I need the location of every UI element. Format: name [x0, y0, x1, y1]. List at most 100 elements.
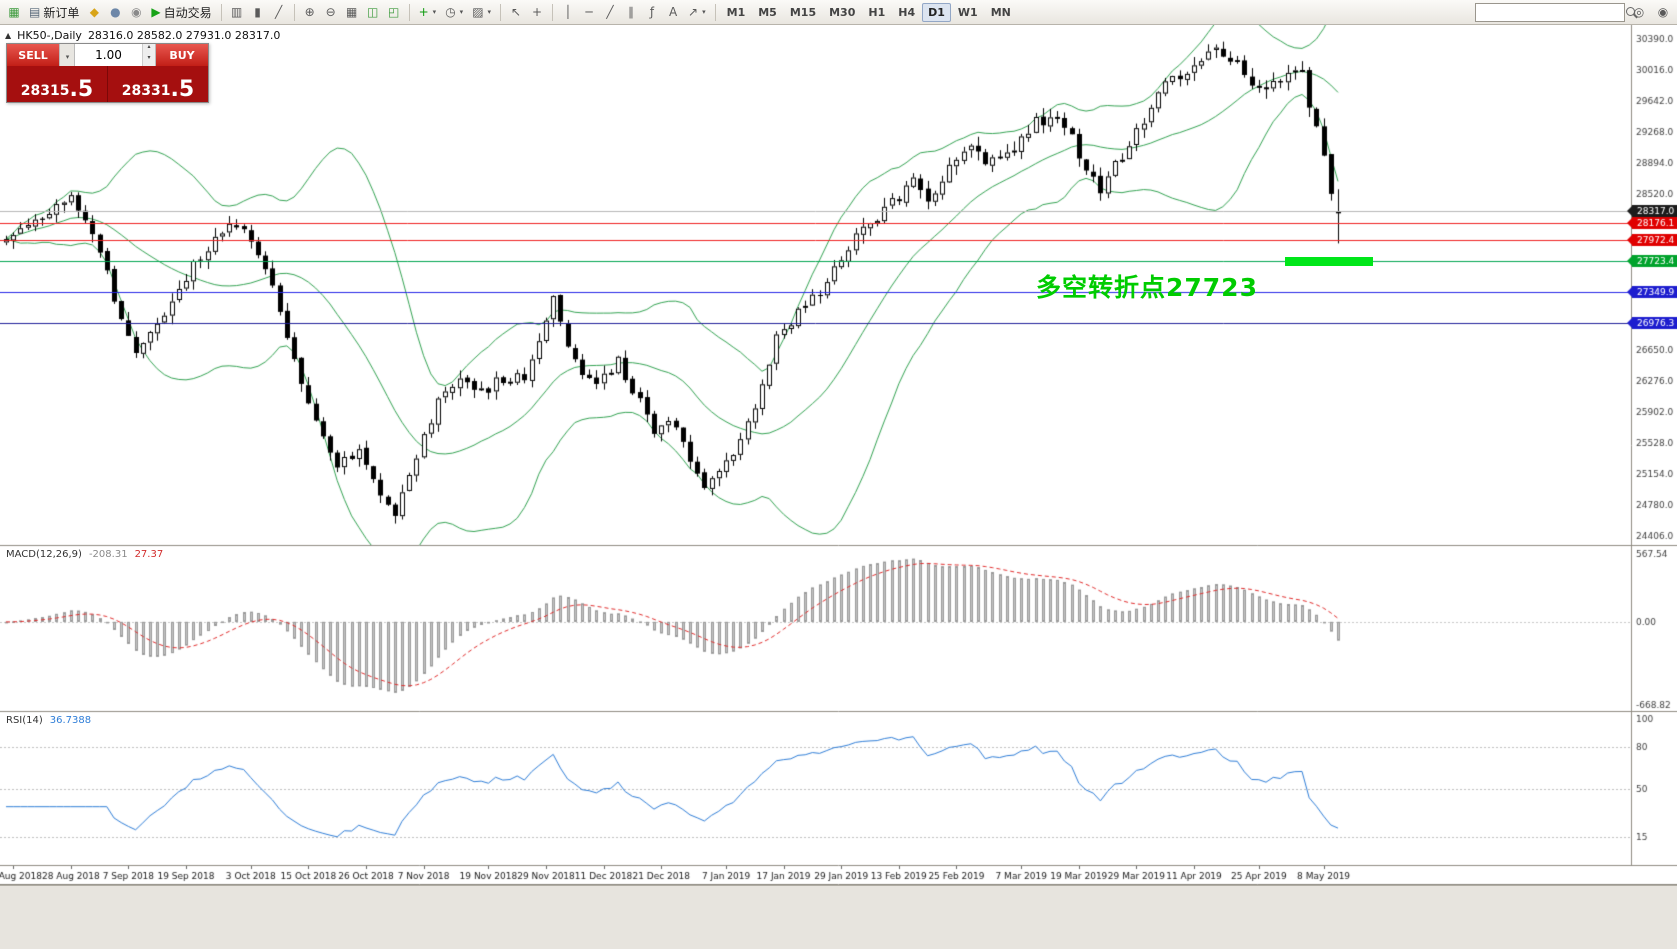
sell-price[interactable]: 28315.5 — [7, 66, 108, 102]
new-chart-button[interactable]: ▦ — [4, 2, 24, 23]
text-label-button[interactable]: A — [663, 2, 683, 23]
pivot-annotation-text[interactable]: 多空转折点27723 — [1036, 272, 1258, 302]
periods-button[interactable]: ◷ ▾ — [441, 2, 467, 23]
line-chart-icon: ╱ — [274, 5, 283, 19]
community-circle-icon: ◎ — [1633, 5, 1645, 19]
macd-value: -208.31 — [88, 549, 128, 560]
sell-price-fraction: .5 — [69, 77, 94, 102]
chevron-down-icon: ▾ — [432, 8, 437, 16]
metaquotes-icon: ◆ — [89, 5, 99, 19]
community-icon: ● — [110, 5, 121, 19]
templates-icon: ▨ — [472, 5, 484, 19]
auto-trading-icon: ▶ — [151, 5, 161, 19]
arrange-windows-button[interactable]: ◫ — [363, 2, 383, 23]
new-order-button-label: 新订单 — [43, 5, 80, 20]
align-charts-icon: ◰ — [387, 5, 400, 19]
help-button[interactable]: ◉ — [1653, 2, 1673, 23]
toolbar: ▦ ▤ 新订单 ◆ ● ◉ ▶ 自动交易 ▥ ▮ ╱ ⊕ ⊖ ▦ ◫ ◰ + ▾ ◷ ▾ ▨ ▾ ↖ + │ ─ ╱ ∥ ƒ A ↗ ▾ M1 M… — [0, 0, 1677, 25]
bar-chart-icon: ▥ — [230, 5, 243, 19]
rsi-label: RSI(14) 36.7388 — [6, 715, 91, 726]
trendline-icon: ╱ — [606, 5, 614, 19]
cursor-icon: ↖ — [511, 5, 522, 19]
candlestick-chart-button[interactable]: ▮ — [248, 2, 268, 23]
one-click-controls: SELL ▾ ▴ ▾ BUY — [7, 44, 208, 66]
vertical-line-button[interactable]: │ — [558, 2, 578, 23]
bar-chart-button[interactable]: ▥ — [227, 2, 247, 23]
fibonacci-icon: ƒ — [649, 5, 655, 19]
templates-button[interactable]: ▨ ▾ — [468, 2, 495, 23]
price-chart-canvas[interactable] — [0, 25, 1677, 885]
rsi-value: 36.7388 — [49, 715, 92, 726]
pivot-highlight-bar[interactable] — [1285, 256, 1373, 266]
sell-button[interactable]: SELL — [7, 44, 59, 66]
timeframe-w1[interactable]: W1 — [952, 3, 984, 22]
community-search-button[interactable]: ◎ — [1629, 2, 1649, 23]
timeframe-m1[interactable]: M1 — [721, 3, 752, 22]
toolbar-separator — [220, 3, 222, 21]
macd-label: MACD(12,26,9) -208.31 27.37 — [6, 549, 163, 560]
collapse-panel-icon[interactable]: ▲ — [5, 31, 12, 40]
order-type-dropdown[interactable]: ▾ — [59, 44, 74, 66]
timeframe-mn[interactable]: MN — [985, 3, 1017, 22]
support-button[interactable]: ◉ — [126, 2, 146, 23]
channel-icon: ∥ — [628, 5, 635, 19]
auto-trading-button-label: 自动交易 — [163, 5, 212, 20]
line-chart-button[interactable]: ╱ — [269, 2, 289, 23]
volume-input[interactable] — [75, 44, 142, 66]
toolbar-groups: ▦ ▤ 新订单 ◆ ● ◉ ▶ 自动交易 ▥ ▮ ╱ ⊕ ⊖ ▦ ◫ ◰ + ▾ ◷ ▾ ▨ ▾ ↖ + │ ─ ╱ ∥ ƒ A ↗ ▾ M1 M… — [4, 2, 1017, 23]
tile-windows-button[interactable]: ▦ — [342, 2, 362, 23]
crosshair-icon: + — [532, 5, 543, 19]
channel-button[interactable]: ∥ — [621, 2, 641, 23]
search-input[interactable] — [1479, 4, 1624, 20]
zoom-out-icon: ⊖ — [325, 5, 336, 19]
auto-trading-button[interactable]: ▶ 自动交易 — [147, 2, 215, 23]
spinner-up-icon[interactable]: ▴ — [143, 44, 155, 55]
zoom-in-icon: ⊕ — [304, 5, 315, 19]
chevron-down-icon: ▾ — [702, 8, 706, 16]
spinner-down-icon[interactable]: ▾ — [143, 55, 155, 66]
buy-button[interactable]: BUY — [156, 44, 208, 66]
ohlc-values: 28316.0 28582.0 27931.0 28317.0 — [87, 29, 281, 42]
timeframe-m30[interactable]: M30 — [823, 3, 861, 22]
community-button[interactable]: ● — [105, 2, 125, 23]
periods-icon: ◷ — [445, 5, 456, 19]
one-click-prices: 28315.5 28331.5 — [7, 66, 208, 102]
chevron-down-icon: ▾ — [459, 8, 464, 16]
chevron-down-icon: ▾ — [65, 52, 70, 61]
sell-price-base: 28315 — [20, 83, 70, 99]
timeframe-m15[interactable]: M15 — [784, 3, 822, 22]
toolbar-separator — [714, 3, 716, 21]
window-bottom-area — [0, 885, 1677, 949]
new-chart-icon: ▦ — [8, 5, 20, 19]
arrows-button[interactable]: ↗ ▾ — [684, 2, 710, 23]
zoom-out-button[interactable]: ⊖ — [321, 2, 341, 23]
new-order-button[interactable]: ▤ 新订单 — [25, 2, 83, 23]
crosshair-button[interactable]: + — [527, 2, 547, 23]
symbol-period-label: HK50-,Daily — [17, 29, 82, 42]
tile-windows-icon: ▦ — [345, 5, 358, 19]
buy-price[interactable]: 28331.5 — [108, 66, 208, 102]
timeframe-m5[interactable]: M5 — [752, 3, 783, 22]
buy-price-base: 28331 — [121, 83, 171, 99]
horizontal-line-button[interactable]: ─ — [579, 2, 599, 23]
cursor-button[interactable]: ↖ — [506, 2, 526, 23]
timeframe-d1[interactable]: D1 — [922, 2, 951, 22]
candlestick-chart-icon: ▮ — [254, 5, 261, 19]
trendline-button[interactable]: ╱ — [600, 2, 620, 23]
volume-spinner: ▴ ▾ — [142, 44, 155, 66]
arrange-windows-icon: ◫ — [366, 5, 379, 19]
timeframe-h4[interactable]: H4 — [892, 3, 921, 22]
support-icon: ◉ — [131, 5, 142, 19]
toolbar-separator — [552, 3, 554, 21]
zoom-in-button[interactable]: ⊕ — [300, 2, 320, 23]
metaquotes-button[interactable]: ◆ — [84, 2, 104, 23]
chart-title: ▲ HK50-,Daily 28316.0 28582.0 27931.0 28… — [5, 29, 280, 42]
align-charts-button[interactable]: ◰ — [384, 2, 404, 23]
add-indicator-button[interactable]: + ▾ — [415, 2, 441, 23]
timeframe-h1[interactable]: H1 — [862, 3, 891, 22]
fibonacci-button[interactable]: ƒ — [642, 2, 662, 23]
search-box — [1475, 2, 1635, 22]
toolbar-separator — [500, 3, 502, 21]
chevron-down-icon: ▾ — [487, 8, 492, 16]
